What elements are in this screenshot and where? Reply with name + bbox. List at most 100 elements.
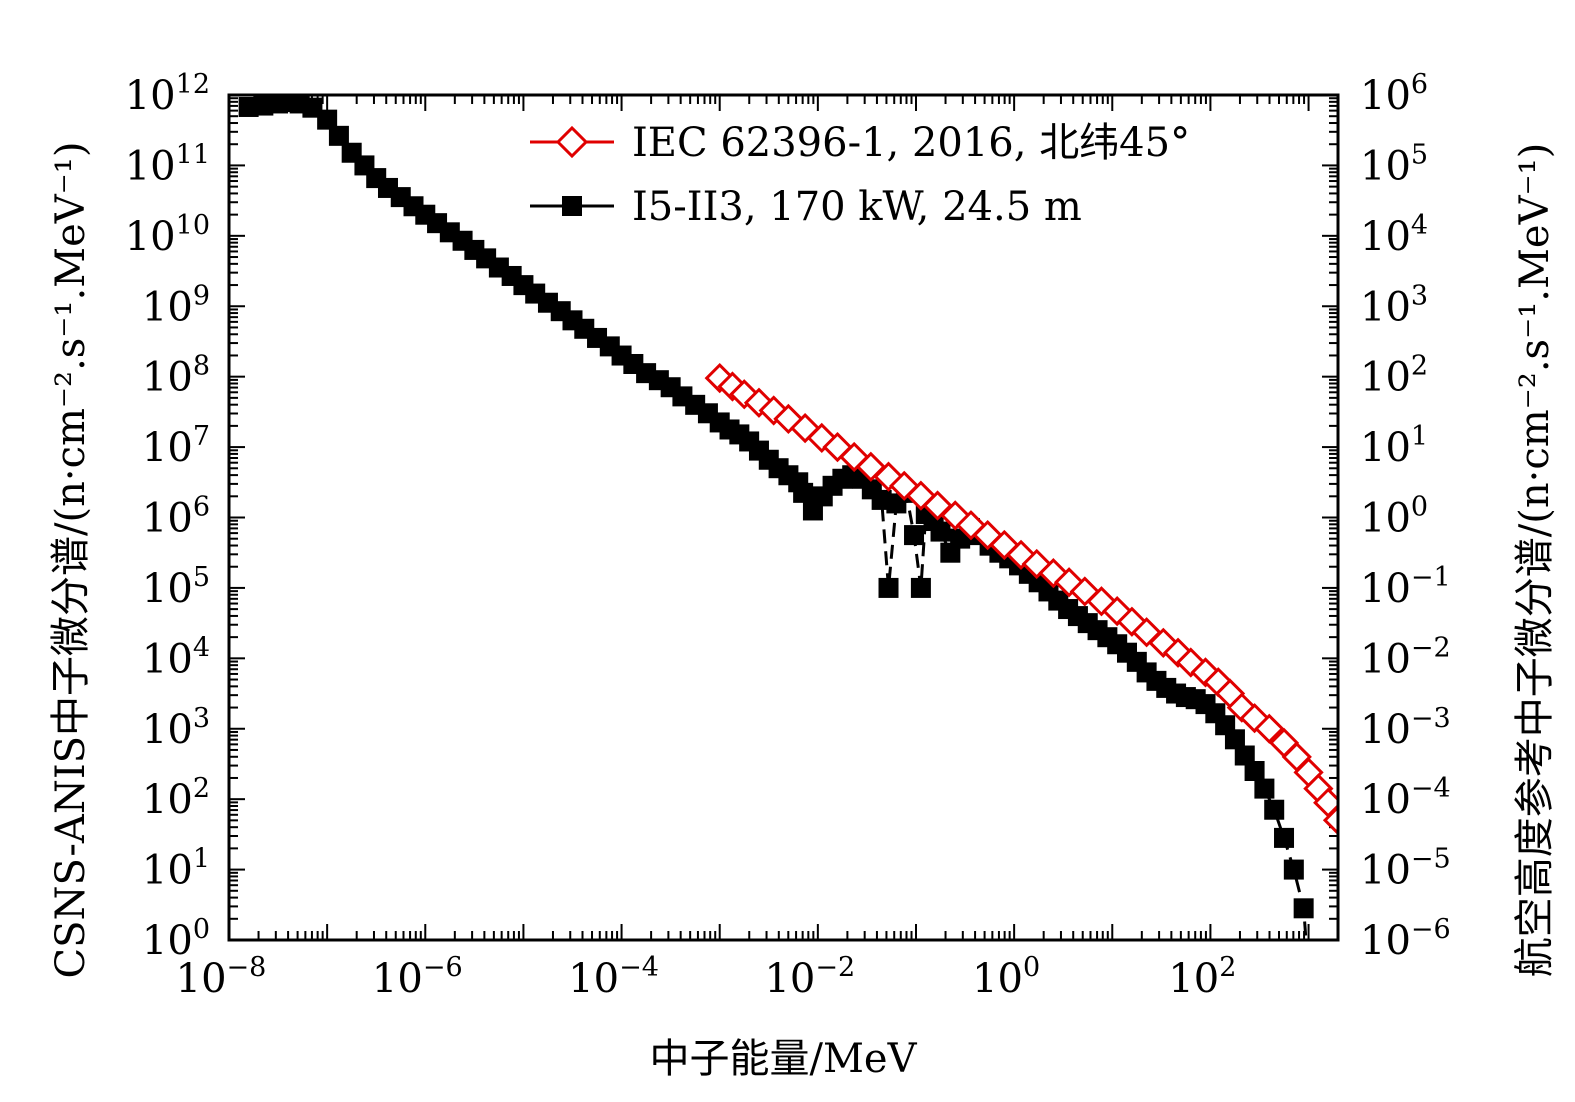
y-right-tick-label-base: 10 xyxy=(1360,355,1411,401)
y-left-tick-label: 108 xyxy=(142,351,210,401)
data-point-iec xyxy=(1254,713,1285,744)
x-tick-label-exponent: −8 xyxy=(227,952,267,983)
data-point-iec xyxy=(989,529,1020,561)
data-point-iec xyxy=(940,500,971,531)
y-left-tick-label-base: 10 xyxy=(142,848,193,894)
y-right-tick-label-exponent: 6 xyxy=(1411,69,1428,100)
y-left-tick-label-base: 10 xyxy=(142,636,193,682)
labels-layer: 10−8 10−6 10−4 10−2 100 102101210111010109108… xyxy=(125,69,1451,1002)
data-point-iec xyxy=(758,395,789,426)
data-point-iec xyxy=(1038,558,1069,589)
y-right-tick-label-base: 10 xyxy=(1360,425,1411,471)
data-point-i5 xyxy=(878,577,899,598)
x-tick-label-exponent: 0 xyxy=(1023,952,1040,983)
y-right-tick-label-exponent: −6 xyxy=(1411,914,1451,945)
data-point-i5 xyxy=(1234,745,1255,766)
y-right-tick-label: 10−1 xyxy=(1360,562,1451,612)
y-right-tick-label: 10−4 xyxy=(1360,773,1451,823)
y-left-tick-label-base: 10 xyxy=(142,566,193,612)
x-tick-label: 10−6 xyxy=(372,952,463,1002)
y-right-tick-label: 10−3 xyxy=(1360,703,1451,753)
y-left-tick-label: 100 xyxy=(142,914,210,964)
x-tick-label: 100 xyxy=(972,952,1040,1002)
data-point-iec xyxy=(704,362,735,394)
data-point-iec xyxy=(789,412,821,444)
data-point-iec xyxy=(1148,627,1179,658)
y-left-tick-label: 101 xyxy=(142,844,210,894)
y-right-tick-label-exponent: −4 xyxy=(1411,773,1451,804)
y-left-tick-label-base: 10 xyxy=(125,73,176,119)
y-right-tick-label-base: 10 xyxy=(1360,496,1411,542)
y-right-tick-label: 100 xyxy=(1360,492,1428,542)
y-left-tick-label-exponent: 4 xyxy=(193,632,210,663)
y-right-tick-label: 104 xyxy=(1360,210,1428,260)
y-right-tick-label-exponent: 1 xyxy=(1411,421,1428,452)
y-right-tick-label-exponent: 5 xyxy=(1411,139,1428,170)
data-point-iec xyxy=(743,387,775,418)
x-tick-label-base: 10 xyxy=(972,956,1023,1002)
y-right-tick-label: 101 xyxy=(1360,421,1428,471)
data-point-iec xyxy=(1086,586,1117,617)
data-point-i5 xyxy=(1264,799,1285,820)
y-left-tick-label-base: 10 xyxy=(142,284,193,330)
y-right-tick-label-base: 10 xyxy=(1360,143,1411,189)
legend-square-icon xyxy=(562,196,582,216)
y-left-tick-label: 1012 xyxy=(125,69,210,119)
data-point-iec xyxy=(889,470,920,501)
y-right-tick-label: 10−2 xyxy=(1360,632,1451,682)
series-line-i5 xyxy=(248,100,1308,940)
data-point-iec xyxy=(839,441,870,473)
y-right-tick-label: 10−6 xyxy=(1360,914,1451,964)
data-point-i5 xyxy=(910,577,931,598)
legend-item-iec: IEC 62396-1, 2016, 北纬45° xyxy=(530,120,1190,166)
y-left-tick-label: 1010 xyxy=(125,210,210,260)
data-point-i5 xyxy=(1283,859,1304,880)
data-point-i5 xyxy=(1244,761,1265,781)
data-point-i5 xyxy=(1293,898,1314,919)
y-left-tick-label-base: 10 xyxy=(142,496,193,542)
y-right-tick-label-base: 10 xyxy=(1360,777,1411,823)
y-left-tick-label-base: 10 xyxy=(142,355,193,401)
data-point-iec xyxy=(773,403,804,435)
y-left-tick-label-base: 10 xyxy=(125,143,176,189)
y-right-tick-label-exponent: −1 xyxy=(1411,562,1451,593)
data-point-i5 xyxy=(1254,778,1275,799)
y-left-tick-label-exponent: 3 xyxy=(193,703,210,734)
y-left-tick-label-exponent: 12 xyxy=(176,69,210,100)
y-left-tick-label: 103 xyxy=(142,703,210,753)
y-left-tick-label-exponent: 0 xyxy=(193,914,210,945)
y-left-tick-label-exponent: 9 xyxy=(193,280,210,311)
y-right-tick-label-exponent: 3 xyxy=(1411,280,1428,311)
y-right-tick-label-exponent: −5 xyxy=(1411,844,1451,875)
y-left-tick-label: 104 xyxy=(142,632,210,682)
y-left-tick-label-exponent: 5 xyxy=(193,562,210,593)
y-left-tick-label-exponent: 8 xyxy=(193,351,210,382)
y-right-tick-label: 103 xyxy=(1360,280,1428,330)
y-right-tick-label-base: 10 xyxy=(1360,73,1411,119)
y-right-tick-label-base: 10 xyxy=(1360,214,1411,260)
x-tick-label-base: 10 xyxy=(764,956,815,1002)
x-tick-label-base: 10 xyxy=(176,956,227,1002)
x-tick-label: 102 xyxy=(1168,952,1236,1002)
x-tick-label: 10−2 xyxy=(764,952,855,1002)
legend: IEC 62396-1, 2016, 北纬45° I5-II3, 170 kW,… xyxy=(530,120,1190,230)
legend-diamond-icon xyxy=(555,125,589,159)
y-right-tick-label: 105 xyxy=(1360,139,1428,189)
y-axis-left-title: CSNS-ANIS中子微分谱/(n·cm⁻².s⁻¹.MeV⁻¹) xyxy=(48,142,94,979)
y-right-tick-label-base: 10 xyxy=(1360,848,1411,894)
legend-label-iec: IEC 62396-1, 2016, 北纬45° xyxy=(632,120,1190,166)
y-axis-right-title: 航空高度参考中子微分谱/(n·cm⁻².s⁻¹.MeV⁻¹) xyxy=(1512,143,1558,977)
y-left-tick-label-exponent: 11 xyxy=(176,139,210,170)
x-tick-label-exponent: 2 xyxy=(1219,952,1236,983)
y-left-tick-label-exponent: 6 xyxy=(193,492,210,523)
y-left-tick-label-base: 10 xyxy=(125,214,176,260)
y-left-tick-label: 1011 xyxy=(125,139,210,189)
y-right-tick-label-exponent: 2 xyxy=(1411,351,1428,382)
plot-frame xyxy=(227,93,1340,942)
y-left-tick-label-base: 10 xyxy=(142,777,193,823)
y-right-tick-label-base: 10 xyxy=(1360,636,1411,682)
data-point-iec xyxy=(1162,637,1194,668)
legend-item-i5: I5-II3, 170 kW, 24.5 m xyxy=(530,184,1082,230)
y-left-tick-label-base: 10 xyxy=(142,707,193,753)
